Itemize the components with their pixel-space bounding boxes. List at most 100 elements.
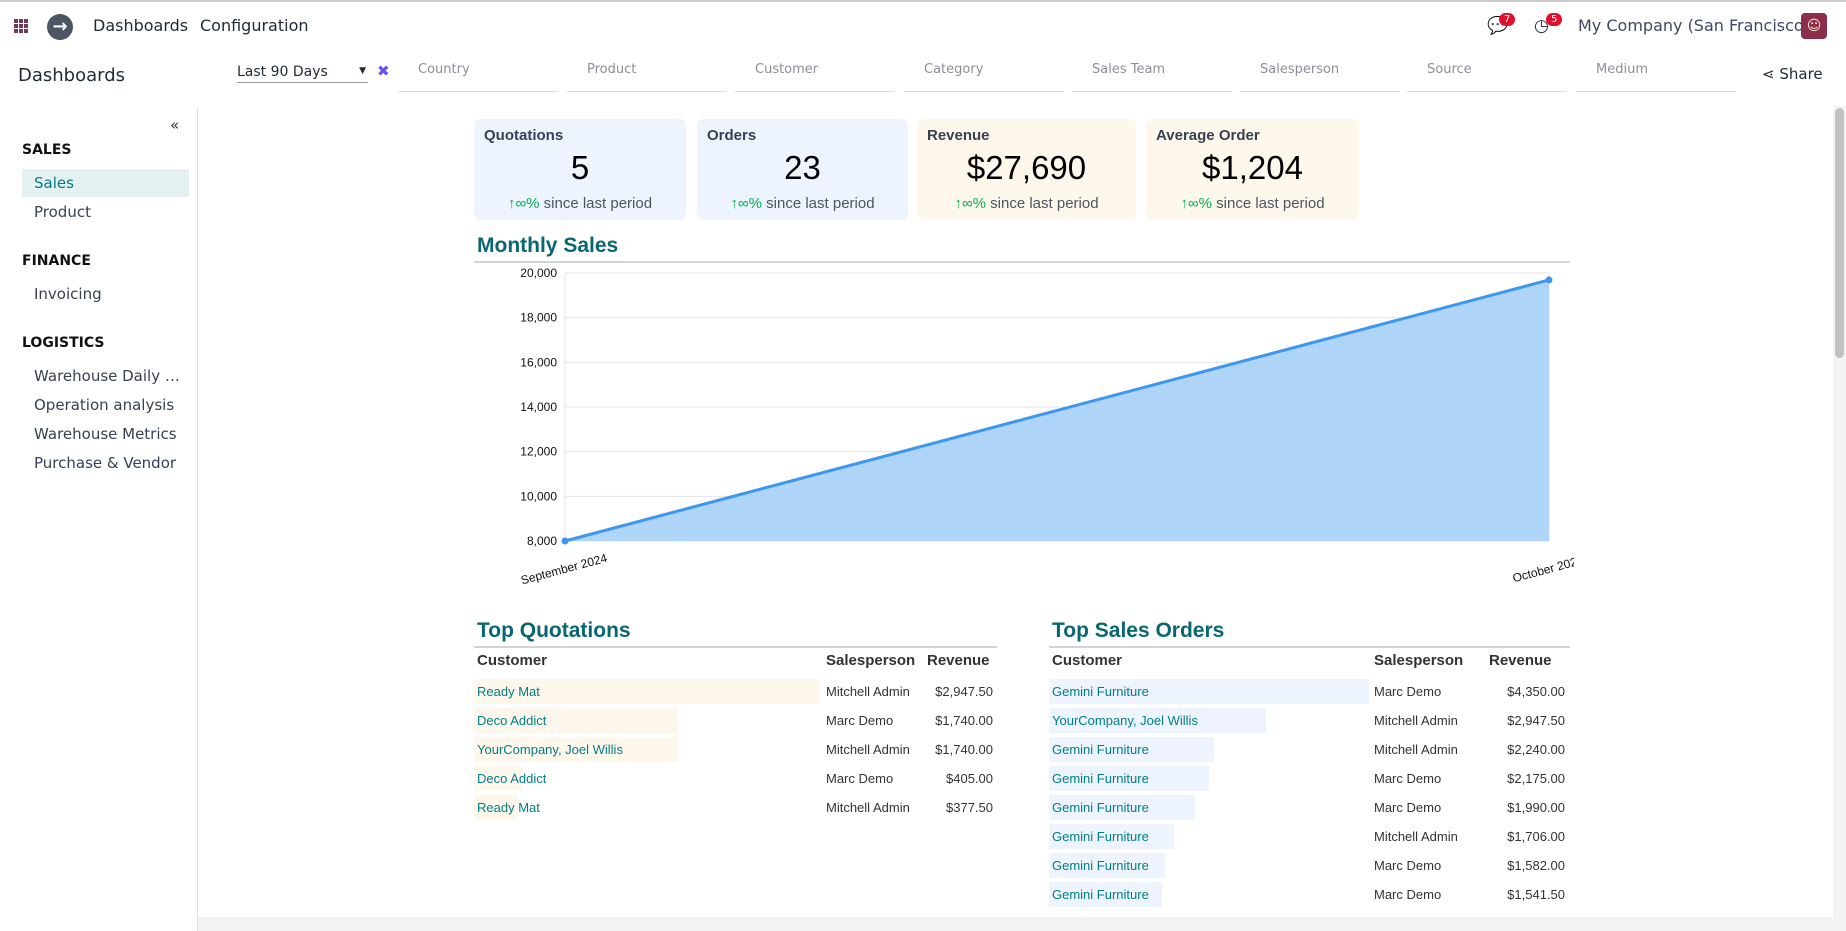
- revenue-bar: [1049, 853, 1166, 878]
- customer-link[interactable]: Deco Addict: [477, 771, 547, 786]
- y-tick-label: 16,000: [520, 355, 557, 369]
- top-sales-orders-title: Top Sales Orders: [1049, 619, 1570, 648]
- kpi-value: 5: [570, 149, 590, 186]
- salesperson-cell: Mitchell Admin: [826, 800, 910, 815]
- customer-link[interactable]: Ready Mat: [477, 800, 540, 815]
- customer-link[interactable]: YourCompany, Joel Willis: [1052, 713, 1198, 728]
- x-tick-label: September 2024: [519, 551, 609, 588]
- table-row[interactable]: Gemini Furniture Mitchell Admin $1,706.0…: [1049, 822, 1570, 851]
- kpi-change-label: since last period: [761, 195, 875, 212]
- nav-configuration[interactable]: Configuration: [200, 16, 309, 35]
- kpi-change-label: since last period: [985, 195, 1099, 212]
- revenue-bar: [474, 679, 820, 704]
- kpi-card-average-order[interactable]: Average Order $1,204 ↑∞% since last peri…: [1146, 119, 1359, 220]
- activities-button[interactable]: ◷ 5: [1534, 13, 1563, 36]
- activities-badge: 5: [1546, 13, 1563, 26]
- data-point: [561, 537, 569, 545]
- customer-link[interactable]: Gemini Furniture: [1052, 771, 1149, 786]
- sidebar-item-operation-analysis[interactable]: Operation analysis: [34, 396, 175, 414]
- table-row[interactable]: Gemini Furniture Marc Demo $1,541.50: [1049, 880, 1570, 909]
- sidebar-section-sales: SALES: [22, 142, 72, 158]
- customer-link[interactable]: YourCompany, Joel Willis: [477, 742, 623, 757]
- table-row[interactable]: Gemini Furniture Marc Demo $2,175.00: [1049, 764, 1570, 793]
- table-row[interactable]: Ready Mat Mitchell Admin $377.50: [474, 793, 997, 822]
- share-button[interactable]: ⋖ Share: [1762, 65, 1823, 83]
- filter-sales-team[interactable]: Sales Team: [1072, 62, 1232, 92]
- customer-link[interactable]: Gemini Furniture: [1052, 829, 1149, 844]
- revenue-bar: [1049, 766, 1209, 791]
- revenue-bar: [1049, 882, 1163, 907]
- date-range-select[interactable]: Last 90 Days ▼: [237, 64, 368, 83]
- table-row[interactable]: YourCompany, Joel Willis Mitchell Admin …: [1049, 706, 1570, 735]
- salesperson-cell: Mitchell Admin: [1374, 829, 1458, 844]
- collapse-sidebar-icon[interactable]: «: [170, 116, 180, 134]
- table-row[interactable]: Deco Addict Marc Demo $405.00: [474, 764, 997, 793]
- y-tick-label: 8,000: [527, 534, 557, 548]
- revenue-bar: [1049, 708, 1266, 733]
- app-logo-arrow-icon[interactable]: →: [47, 14, 73, 40]
- customer-link[interactable]: Ready Mat: [477, 684, 540, 699]
- sidebar-item-warehouse-metrics[interactable]: Warehouse Metrics: [34, 425, 177, 443]
- customer-link[interactable]: Gemini Furniture: [1052, 800, 1149, 815]
- kpi-title: Orders: [707, 127, 757, 144]
- revenue-bar: [474, 708, 679, 733]
- filter-source[interactable]: Source: [1407, 62, 1567, 92]
- kpi-value: $27,690: [966, 149, 1087, 186]
- sidebar-item-purchase-vendor[interactable]: Purchase & Vendor: [34, 454, 177, 472]
- table-row[interactable]: YourCompany, Joel Willis Mitchell Admin …: [474, 735, 997, 764]
- filter-category[interactable]: Category: [904, 62, 1064, 92]
- filter-medium[interactable]: Medium: [1576, 62, 1736, 92]
- kpi-change-value: ↑∞%: [1180, 195, 1212, 212]
- customer-link[interactable]: Gemini Furniture: [1052, 858, 1149, 873]
- filter-product[interactable]: Product: [567, 62, 727, 92]
- salesperson-cell: Mitchell Admin: [1374, 713, 1458, 728]
- date-range-value: Last 90 Days: [237, 64, 328, 80]
- customer-link[interactable]: Gemini Furniture: [1052, 742, 1149, 757]
- revenue-bar: [474, 766, 522, 791]
- share-label: Share: [1779, 65, 1823, 83]
- customer-link[interactable]: Deco Addict: [477, 713, 547, 728]
- kpi-card-revenue[interactable]: Revenue $27,690 ↑∞% since last period: [917, 119, 1136, 220]
- revenue-cell: $1,990.00: [1507, 800, 1565, 815]
- kpi-card-quotations[interactable]: Quotations 5 ↑∞% since last period: [474, 119, 686, 220]
- table-row[interactable]: Gemini Furniture Marc Demo $4,350.00: [1049, 677, 1570, 706]
- user-avatar[interactable]: ☺: [1801, 13, 1827, 39]
- filter-salesperson[interactable]: Salesperson: [1240, 62, 1400, 92]
- filter-country[interactable]: Country: [398, 62, 558, 92]
- salesperson-cell: Marc Demo: [1374, 858, 1442, 873]
- table-row[interactable]: Deco Addict Marc Demo $1,740.00: [474, 706, 997, 735]
- revenue-cell: $377.50: [946, 800, 993, 815]
- revenue-cell: $1,740.00: [935, 713, 993, 728]
- revenue-cell: $1,740.00: [935, 742, 993, 757]
- vertical-scrollbar[interactable]: [1833, 106, 1846, 931]
- salesperson-cell: Marc Demo: [1374, 887, 1442, 902]
- sidebar-item-invoicing[interactable]: Invoicing: [34, 285, 102, 303]
- revenue-cell: $1,541.50: [1507, 887, 1565, 902]
- table-row[interactable]: Gemini Furniture Marc Demo $1,990.00: [1049, 793, 1570, 822]
- horizontal-scrollbar[interactable]: [198, 917, 1833, 931]
- column-header-customer: Customer: [477, 652, 548, 669]
- revenue-cell: $2,947.50: [1507, 713, 1565, 728]
- customer-link[interactable]: Gemini Furniture: [1052, 684, 1149, 699]
- messages-badge: 7: [1499, 13, 1516, 26]
- revenue-bar: [474, 795, 519, 820]
- nav-dashboards[interactable]: Dashboards: [93, 16, 189, 35]
- kpi-card-orders[interactable]: Orders 23 ↑∞% since last period: [697, 119, 908, 220]
- sidebar-item-product[interactable]: Product: [34, 203, 91, 221]
- table-row[interactable]: Gemini Furniture Mitchell Admin $2,240.0…: [1049, 735, 1570, 764]
- revenue-bar: [1049, 737, 1214, 762]
- sidebar-item-sales[interactable]: Sales: [22, 169, 189, 197]
- sidebar-item-warehouse-daily[interactable]: Warehouse Daily Operations: [34, 367, 189, 385]
- revenue-cell: $1,582.00: [1507, 858, 1565, 873]
- scrollbar-thumb[interactable]: [1835, 108, 1844, 358]
- table-row[interactable]: Ready Mat Mitchell Admin $2,947.50: [474, 677, 997, 706]
- table-row[interactable]: Gemini Furniture Marc Demo $1,582.00: [1049, 851, 1570, 880]
- revenue-bar: [474, 737, 679, 762]
- filter-customer[interactable]: Customer: [735, 62, 895, 92]
- monthly-sales-chart: 8,000 10,000 12,000 14,000 16,000 18,000 20,00…: [519, 266, 1574, 588]
- customer-link[interactable]: Gemini Furniture: [1052, 887, 1149, 902]
- company-switcher[interactable]: My Company (San Francisco): [1578, 16, 1810, 35]
- app-grid-icon[interactable]: [14, 19, 28, 33]
- clear-filter-icon[interactable]: ✖: [377, 62, 390, 80]
- messages-button[interactable]: 💬 7: [1487, 13, 1516, 36]
